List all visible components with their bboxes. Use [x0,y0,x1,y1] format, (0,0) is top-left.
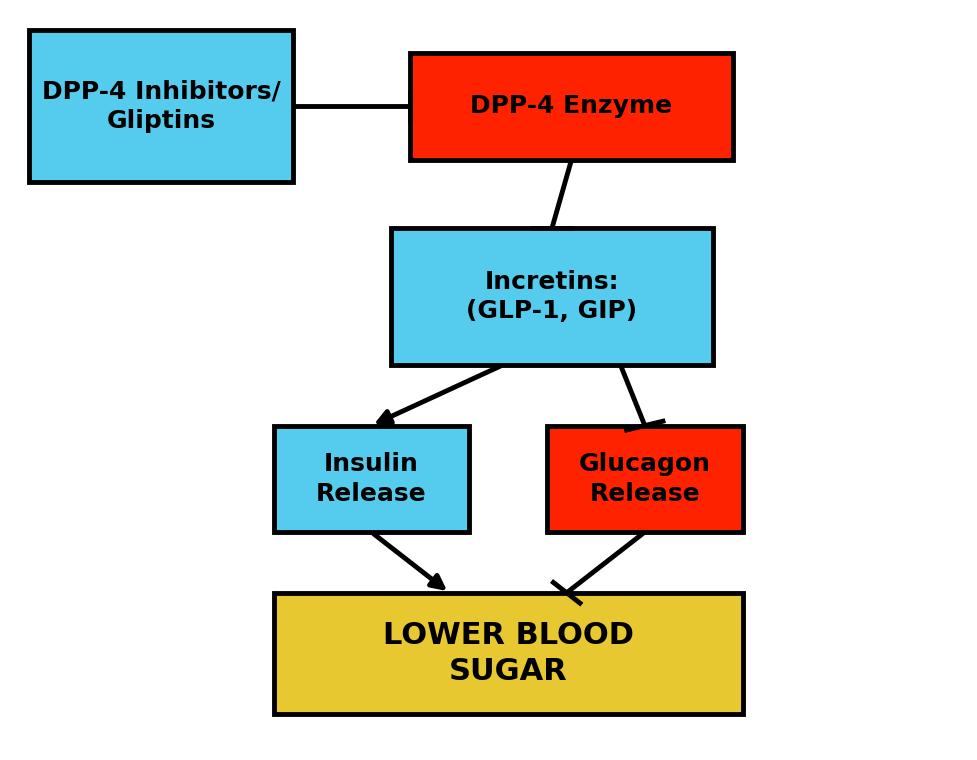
Text: DPP-4 Enzyme: DPP-4 Enzyme [471,94,672,119]
FancyBboxPatch shape [274,593,743,714]
Text: Incretins:
(GLP-1, GIP): Incretins: (GLP-1, GIP) [466,270,638,323]
FancyBboxPatch shape [274,426,469,532]
FancyBboxPatch shape [410,53,733,160]
Text: Glucagon
Release: Glucagon Release [578,452,711,505]
FancyBboxPatch shape [391,228,713,365]
FancyBboxPatch shape [29,30,293,182]
Text: LOWER BLOOD
SUGAR: LOWER BLOOD SUGAR [383,621,633,686]
Text: Insulin
Release: Insulin Release [316,452,427,505]
Text: DPP-4 Inhibitors/
Gliptins: DPP-4 Inhibitors/ Gliptins [42,80,280,133]
FancyBboxPatch shape [547,426,743,532]
